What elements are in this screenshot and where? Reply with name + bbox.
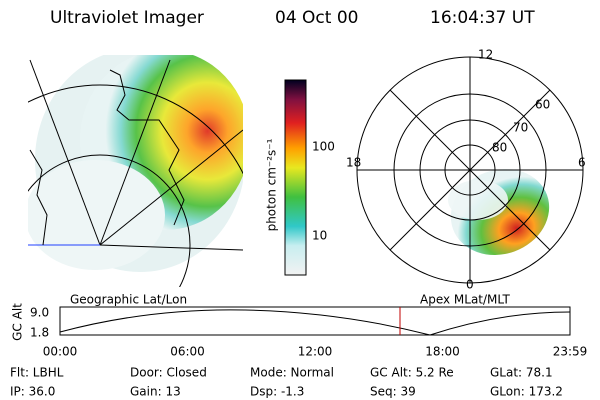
title: Ultraviolet Imager [50, 8, 204, 28]
footer-field: Mode: Normal [250, 366, 334, 380]
polar-plot [356, 56, 584, 284]
colorbar-tick: 100 [312, 140, 335, 154]
ring-label: 60 [535, 98, 550, 112]
footer-field: GLat: 78.1 [490, 366, 553, 380]
x-tick-label: 00:00 [43, 345, 78, 359]
polar-label: 12 [478, 48, 493, 62]
colorbar [284, 79, 307, 276]
footer-field: Seq: 39 [370, 385, 416, 399]
footer-field: Gain: 13 [130, 385, 181, 399]
y-tick-label: 1.8 [30, 326, 49, 340]
x-tick-label: 18:00 [425, 345, 460, 359]
polar-label: 6 [578, 156, 586, 170]
polar-label: 0 [466, 278, 474, 292]
time: 16:04:37 UT [430, 8, 535, 28]
ring-label: 70 [513, 121, 528, 135]
footer-field: GC Alt: 5.2 Re [370, 366, 454, 380]
x-tick-label: 12:00 [298, 345, 333, 359]
caption: Apex MLat/MLT [420, 293, 510, 307]
geographic-image [28, 55, 243, 287]
x-tick-label: 23:59 [553, 345, 588, 359]
altitude-curve [59, 309, 571, 336]
footer-field: Flt: LBHL [10, 366, 64, 380]
caption: Geographic Lat/Lon [70, 293, 187, 307]
y-axis-label: GC Alt [11, 303, 25, 341]
footer: Flt: LBHL Door: Closed Mode: Normal GC Alt:… [10, 366, 563, 399]
y-tick-label: 9.0 [30, 306, 49, 320]
x-ticks: 00:00 06:00 12:00 18:00 23:59 [43, 345, 588, 359]
altitude-frame [59, 306, 571, 336]
footer-field: IP: 36.0 [10, 385, 55, 399]
ring-label: 80 [492, 141, 507, 155]
colorbar-tick: 10 [312, 229, 327, 243]
date: 04 Oct 00 [275, 8, 358, 28]
polar-label: 18 [346, 156, 361, 170]
footer-field: Dsp: -1.3 [250, 385, 304, 399]
footer-field: GLon: 173.2 [490, 385, 563, 399]
footer-field: Door: Closed [130, 366, 207, 380]
x-tick-label: 06:00 [170, 345, 205, 359]
colorbar-label: photon cm⁻²s⁻¹ [265, 138, 279, 231]
